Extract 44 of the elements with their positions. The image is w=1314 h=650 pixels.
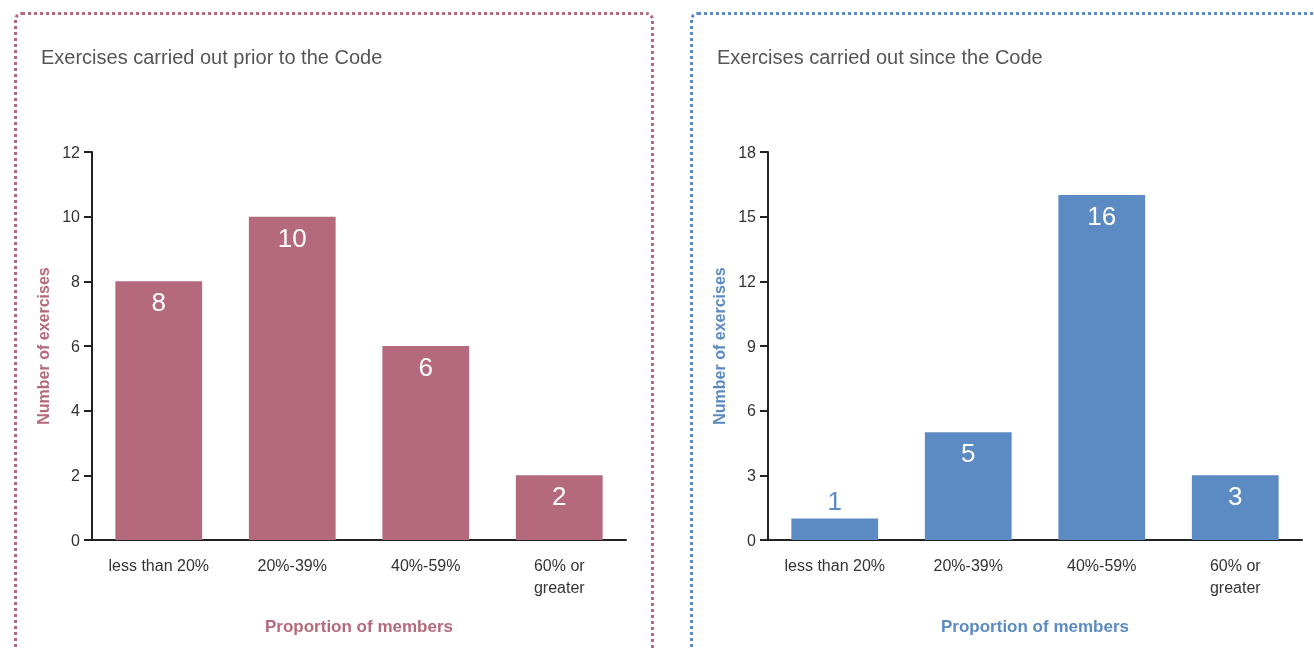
y-tick-label: 15 [738,208,757,226]
bar [115,281,203,540]
y-tick-label: 9 [747,337,757,355]
data-label: 6 [418,352,433,382]
data-label: 5 [961,438,976,469]
y-tick-label: 8 [71,272,81,290]
data-label: 8 [151,287,166,318]
bar [791,518,879,540]
y-axis-title: Number of exercises [34,267,52,425]
x-tick-label: less than 20% [108,556,210,574]
y-tick-label: 12 [738,272,757,290]
data-label: 2 [552,481,567,512]
y-tick-label: 10 [62,208,81,226]
x-tick-label: 60% or greater [1209,556,1262,596]
y-tick-label: 0 [747,531,757,549]
chart-title: Exercises carried out prior to the Code [41,46,383,68]
data-label: 16 [1087,201,1117,232]
y-tick-label: 2 [71,466,81,484]
chart-title: Exercises carried out since the Code [717,46,1043,68]
x-axis-title: Proportion of members [941,617,1129,636]
y-tick-label: 3 [747,466,757,484]
y-tick-label: 0 [71,531,81,549]
x-tick-label: 40%-59% [391,556,461,574]
x-axis-title: Proportion of members [265,617,453,636]
x-tick-label: less than 20% [784,556,886,574]
x-tick-label: 40%-59% [1067,556,1137,574]
data-label: 3 [1228,481,1243,512]
bar [248,216,336,540]
bar [1191,475,1279,540]
y-tick-label: 12 [62,143,81,161]
x-tick-label: 60% or greater [533,556,586,596]
x-tick-label: 20%-39% [933,556,1003,574]
bar [515,475,603,540]
y-tick-label: 18 [738,143,757,161]
bar [924,432,1012,540]
y-tick-label: 6 [71,337,81,355]
bar [1058,195,1146,540]
y-tick-label: 4 [71,402,81,420]
data-label: 1 [827,486,842,517]
y-tick-label: 6 [747,402,757,420]
x-tick-label: 20%-39% [257,556,327,574]
y-axis-title: Number of exercises [710,267,728,425]
data-label: 10 [277,222,307,253]
bar [382,346,470,540]
